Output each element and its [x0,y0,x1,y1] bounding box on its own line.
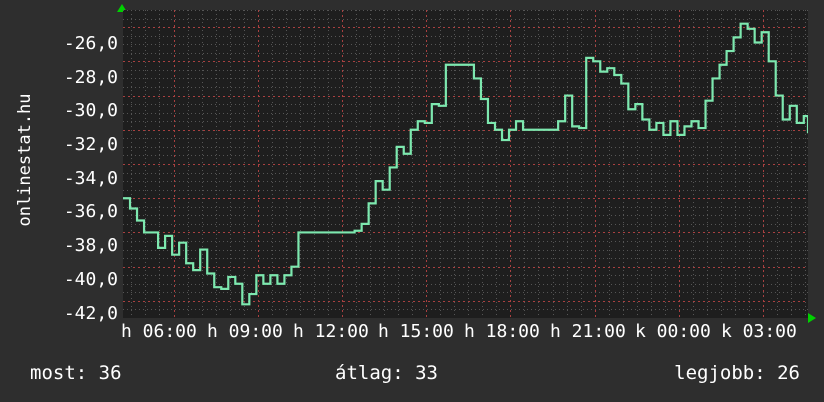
triangle-up-icon [117,4,127,12]
x-tick-label: k 03:00 [721,321,797,342]
stat-average-value: átlag: 33 [335,362,438,384]
x-tick-label: h 06:00 [121,321,197,342]
y-tick-label: -32,0 [63,134,118,155]
stat-best-value: legjobb: 26 [674,362,800,384]
chart-footer-stats: most: 36 átlag: 33 legjobb: 26 [0,358,824,388]
y-tick-label: -36,0 [63,201,118,222]
y-tick-label: -42,0 [63,303,118,324]
x-tick-label: h 09:00 [207,321,283,342]
triangle-right-icon [808,313,816,323]
x-tick-label: h 21:00 [550,321,626,342]
y-tick-label: -28,0 [63,67,118,88]
y-tick-label: -40,0 [63,269,118,290]
chart-series-line [123,22,808,306]
stat-current-value: most: 36 [30,362,122,384]
x-tick-label: h 18:00 [464,321,540,342]
x-axis-tick-labels: h 06:00 h 09:00 h 12:00 h 15:00 h 18:00 … [0,322,824,346]
x-tick-label: h 12:00 [293,321,369,342]
chart-svg [123,10,808,318]
y-axis-tick-labels: -26,0 -28,0 -30,0 -32,0 -34,0 -36,0 -38,… [0,0,118,402]
x-tick-label: k 00:00 [635,321,711,342]
x-tick-label: h 15:00 [378,321,454,342]
chart-plot-area[interactable] [123,10,808,318]
y-tick-label: -34,0 [63,168,118,189]
y-tick-label: -30,0 [63,100,118,121]
y-tick-label: -38,0 [63,235,118,256]
y-tick-label: -26,0 [63,33,118,54]
